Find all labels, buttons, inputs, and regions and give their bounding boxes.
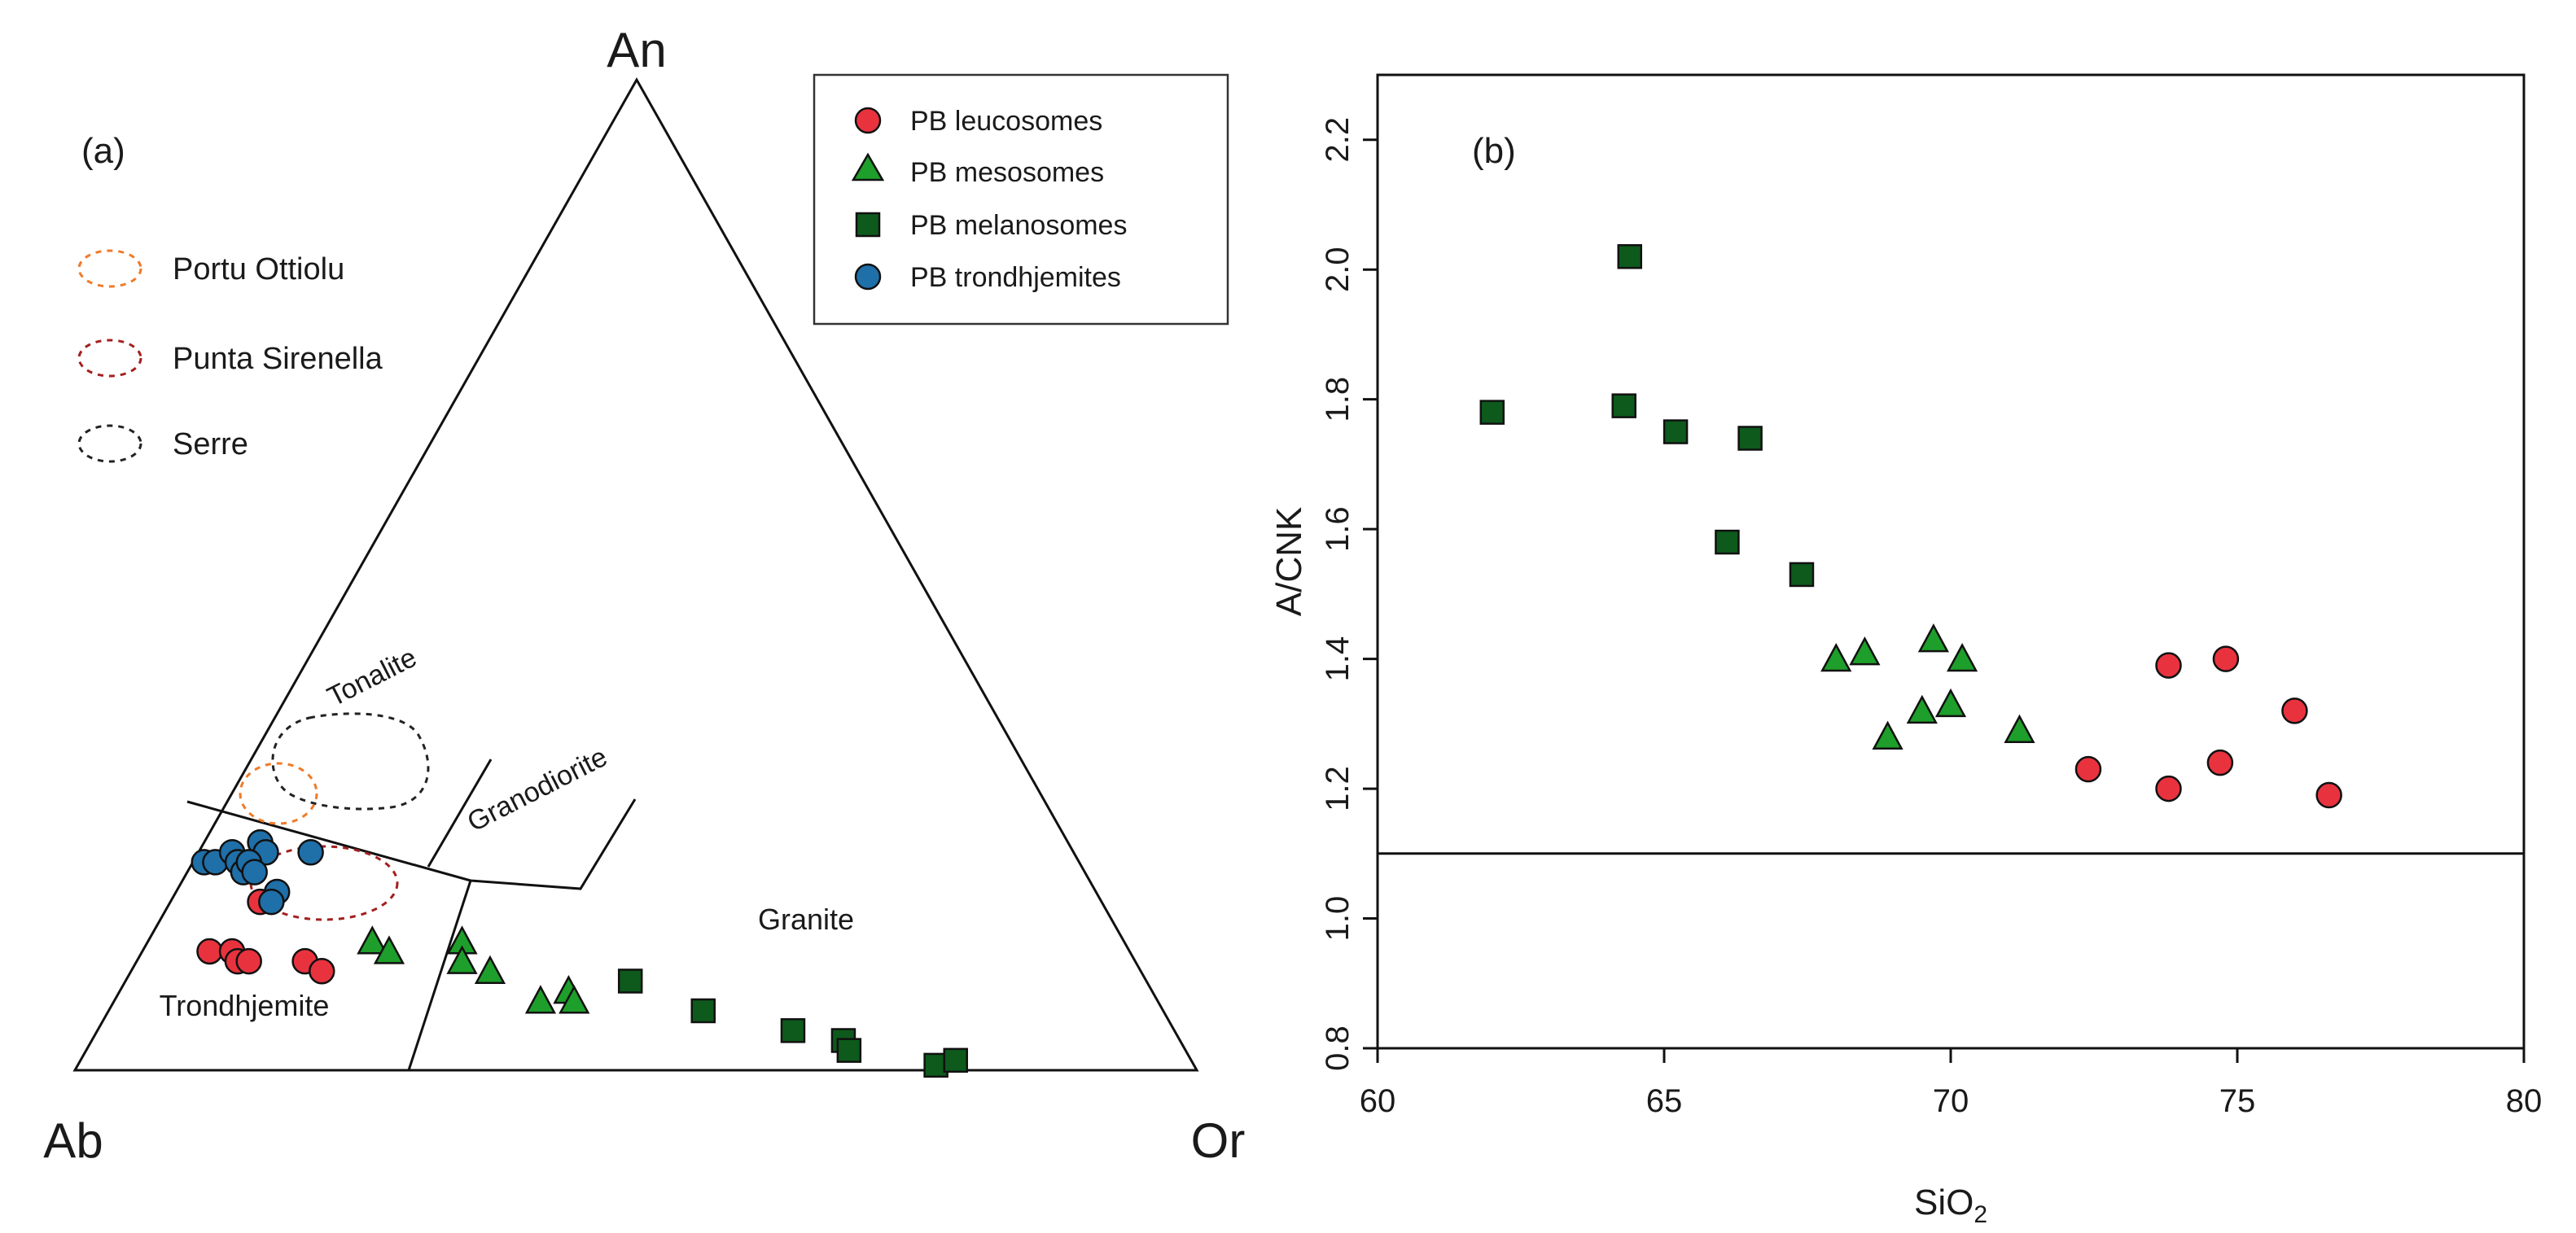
- boundary-granodiorite-granite: [470, 798, 637, 890]
- scatter-point-melanosome: [1617, 244, 1643, 269]
- boundary-granite-trondhjemite: [407, 880, 472, 1071]
- legend-swatch-punta-sirenella: [77, 339, 142, 378]
- scatter-point-leucosome: [2206, 749, 2234, 776]
- axes: 60 65 70 75 80 0.8 1.0 1.2 1.4 1.6 1.8 2.0 2.2: [1320, 117, 2542, 1119]
- x-axis-title: SiO2: [1914, 1183, 1987, 1228]
- field-label-granite: Granite: [758, 903, 854, 936]
- legend-marker-melanosome: [855, 212, 881, 238]
- ternary-outline: [72, 77, 1199, 1072]
- legend-swatch-serre: [77, 424, 142, 463]
- legend-label-punta-sirenella: Punta Sirenella: [173, 342, 383, 376]
- y-tick-label: 1.2: [1320, 766, 1356, 811]
- ternary-point-trondhjemite: [241, 859, 268, 885]
- scatter-point-melanosome: [1663, 419, 1689, 444]
- y-tick-label: 0.8: [1320, 1025, 1356, 1071]
- punta-sirenella-field: [249, 845, 399, 921]
- field-label-tonalite: Tonalite: [322, 642, 422, 713]
- x-tick-label: 80: [2506, 1083, 2543, 1119]
- x-tick-label: 60: [1360, 1083, 1396, 1119]
- y-tick-label: 1.0: [1320, 896, 1356, 942]
- legend-label-leucosomes: PB leucosomes: [910, 106, 1102, 137]
- scatter-point-melanosome: [1479, 400, 1505, 425]
- serre-field: [271, 712, 430, 811]
- ternary-point-melanosome: [836, 1038, 862, 1063]
- scatter-point-mesosome: [1946, 642, 1978, 672]
- ternary-point-melanosome: [690, 998, 716, 1024]
- field-label-granodiorite: Granodiorite: [462, 741, 612, 838]
- ternary-point-trondhjemite: [258, 888, 285, 916]
- y-tick-label: 1.4: [1320, 636, 1356, 682]
- legend-marker-trondhjemite: [854, 263, 882, 291]
- ternary-point-leucosome: [196, 938, 223, 965]
- legend-label-trondhjemites: PB trondhjemites: [910, 262, 1121, 293]
- ternary-points: [191, 829, 968, 1078]
- ternary-point-mesosome: [357, 925, 388, 955]
- panel-label-a: (a): [81, 131, 125, 171]
- y-axis-title: A/CNK: [1269, 507, 1309, 616]
- ternary-point-mesosome: [524, 985, 557, 1014]
- y-tick-label: 1.8: [1320, 377, 1356, 422]
- legend-marker-mesosome: [851, 152, 885, 181]
- legend-swatch-portu-ottiolu: [77, 249, 142, 288]
- ternary-point-leucosome: [235, 947, 262, 975]
- scatter-point-mesosome: [1906, 694, 1938, 724]
- legend-marker-leucosome: [854, 107, 882, 134]
- fields-legend: Portu Ottiolu Punta Sirenella Serre: [77, 249, 383, 463]
- x-axis-title-main: SiO: [1914, 1183, 1974, 1222]
- scatter-points: [1479, 244, 2342, 809]
- ternary-panel: An Ab Or Tonalite Granodiorite Granite T…: [43, 23, 1245, 1168]
- field-label-trondhjemite: Trondhjemite: [160, 989, 330, 1022]
- scatter-point-melanosome: [1737, 426, 1763, 451]
- plot-frame: [1376, 73, 2526, 1050]
- scatter-point-mesosome: [2004, 714, 2035, 744]
- boundary-tonalite-granodiorite: [427, 759, 493, 868]
- scatter-point-melanosome: [1789, 562, 1815, 588]
- vertex-label-or: Or: [1191, 1113, 1246, 1168]
- scatter-point-mesosome: [1849, 636, 1881, 666]
- x-tick-label: 75: [2219, 1083, 2256, 1119]
- acnk-panel: 60 65 70 75 80 0.8 1.0 1.2 1.4 1.6 1.8 2.0 2.2 (b) S…: [1269, 73, 2542, 1228]
- scatter-point-leucosome: [2315, 781, 2342, 809]
- y-tick-label: 2.2: [1320, 117, 1356, 163]
- marker-legend-box: [813, 73, 1229, 326]
- ternary-point-mesosome: [373, 935, 405, 964]
- legend-label-serre: Serre: [173, 427, 248, 461]
- scatter-point-mesosome: [1820, 642, 1852, 672]
- scatter-point-melanosome: [1715, 529, 1740, 555]
- scatter-point-leucosome: [2155, 775, 2182, 802]
- ternary-point-melanosome: [780, 1018, 806, 1043]
- scatter-point-leucosome: [2074, 755, 2102, 783]
- boundary-trondhjemite-tonalite: [186, 800, 471, 882]
- y-tick-label: 2.0: [1320, 247, 1356, 292]
- ternary-point-melanosome: [943, 1047, 968, 1073]
- x-tick-label: 65: [1646, 1083, 1683, 1119]
- vertex-label-ab: Ab: [43, 1113, 103, 1168]
- ternary-point-mesosome: [474, 955, 506, 984]
- ternary-point-mesosome: [446, 945, 478, 974]
- x-axis-title-subscript: 2: [1974, 1201, 1987, 1228]
- scatter-point-leucosome: [2212, 645, 2240, 672]
- legend-label-melanosomes: PB melanosomes: [910, 210, 1127, 241]
- marker-legend: PB leucosomes PB mesosomes PB melanosome…: [813, 73, 1229, 326]
- ternary-point-leucosome: [309, 958, 335, 985]
- ternary-point-trondhjemite: [297, 839, 324, 866]
- scatter-point-melanosome: [1611, 393, 1636, 418]
- ternary-point-melanosome: [617, 968, 643, 994]
- scatter-point-mesosome: [1872, 720, 1904, 750]
- field-boundaries: [186, 759, 637, 1071]
- scatter-point-mesosome: [1934, 688, 1967, 718]
- x-tick-label: 70: [1933, 1083, 1969, 1119]
- y-tick-label: 1.6: [1320, 506, 1356, 552]
- vertex-label-an: An: [607, 23, 666, 77]
- portu-ottiolu-field: [239, 762, 318, 825]
- panel-label-b: (b): [1472, 131, 1516, 171]
- scatter-point-leucosome: [2155, 652, 2182, 679]
- scatter-point-mesosome: [1917, 623, 1949, 653]
- legend-label-mesosomes: PB mesosomes: [910, 157, 1104, 188]
- legend-label-portu-ottiolu: Portu Ottiolu: [173, 252, 344, 286]
- ternary-point-mesosome: [559, 985, 590, 1014]
- scatter-point-leucosome: [2281, 697, 2308, 724]
